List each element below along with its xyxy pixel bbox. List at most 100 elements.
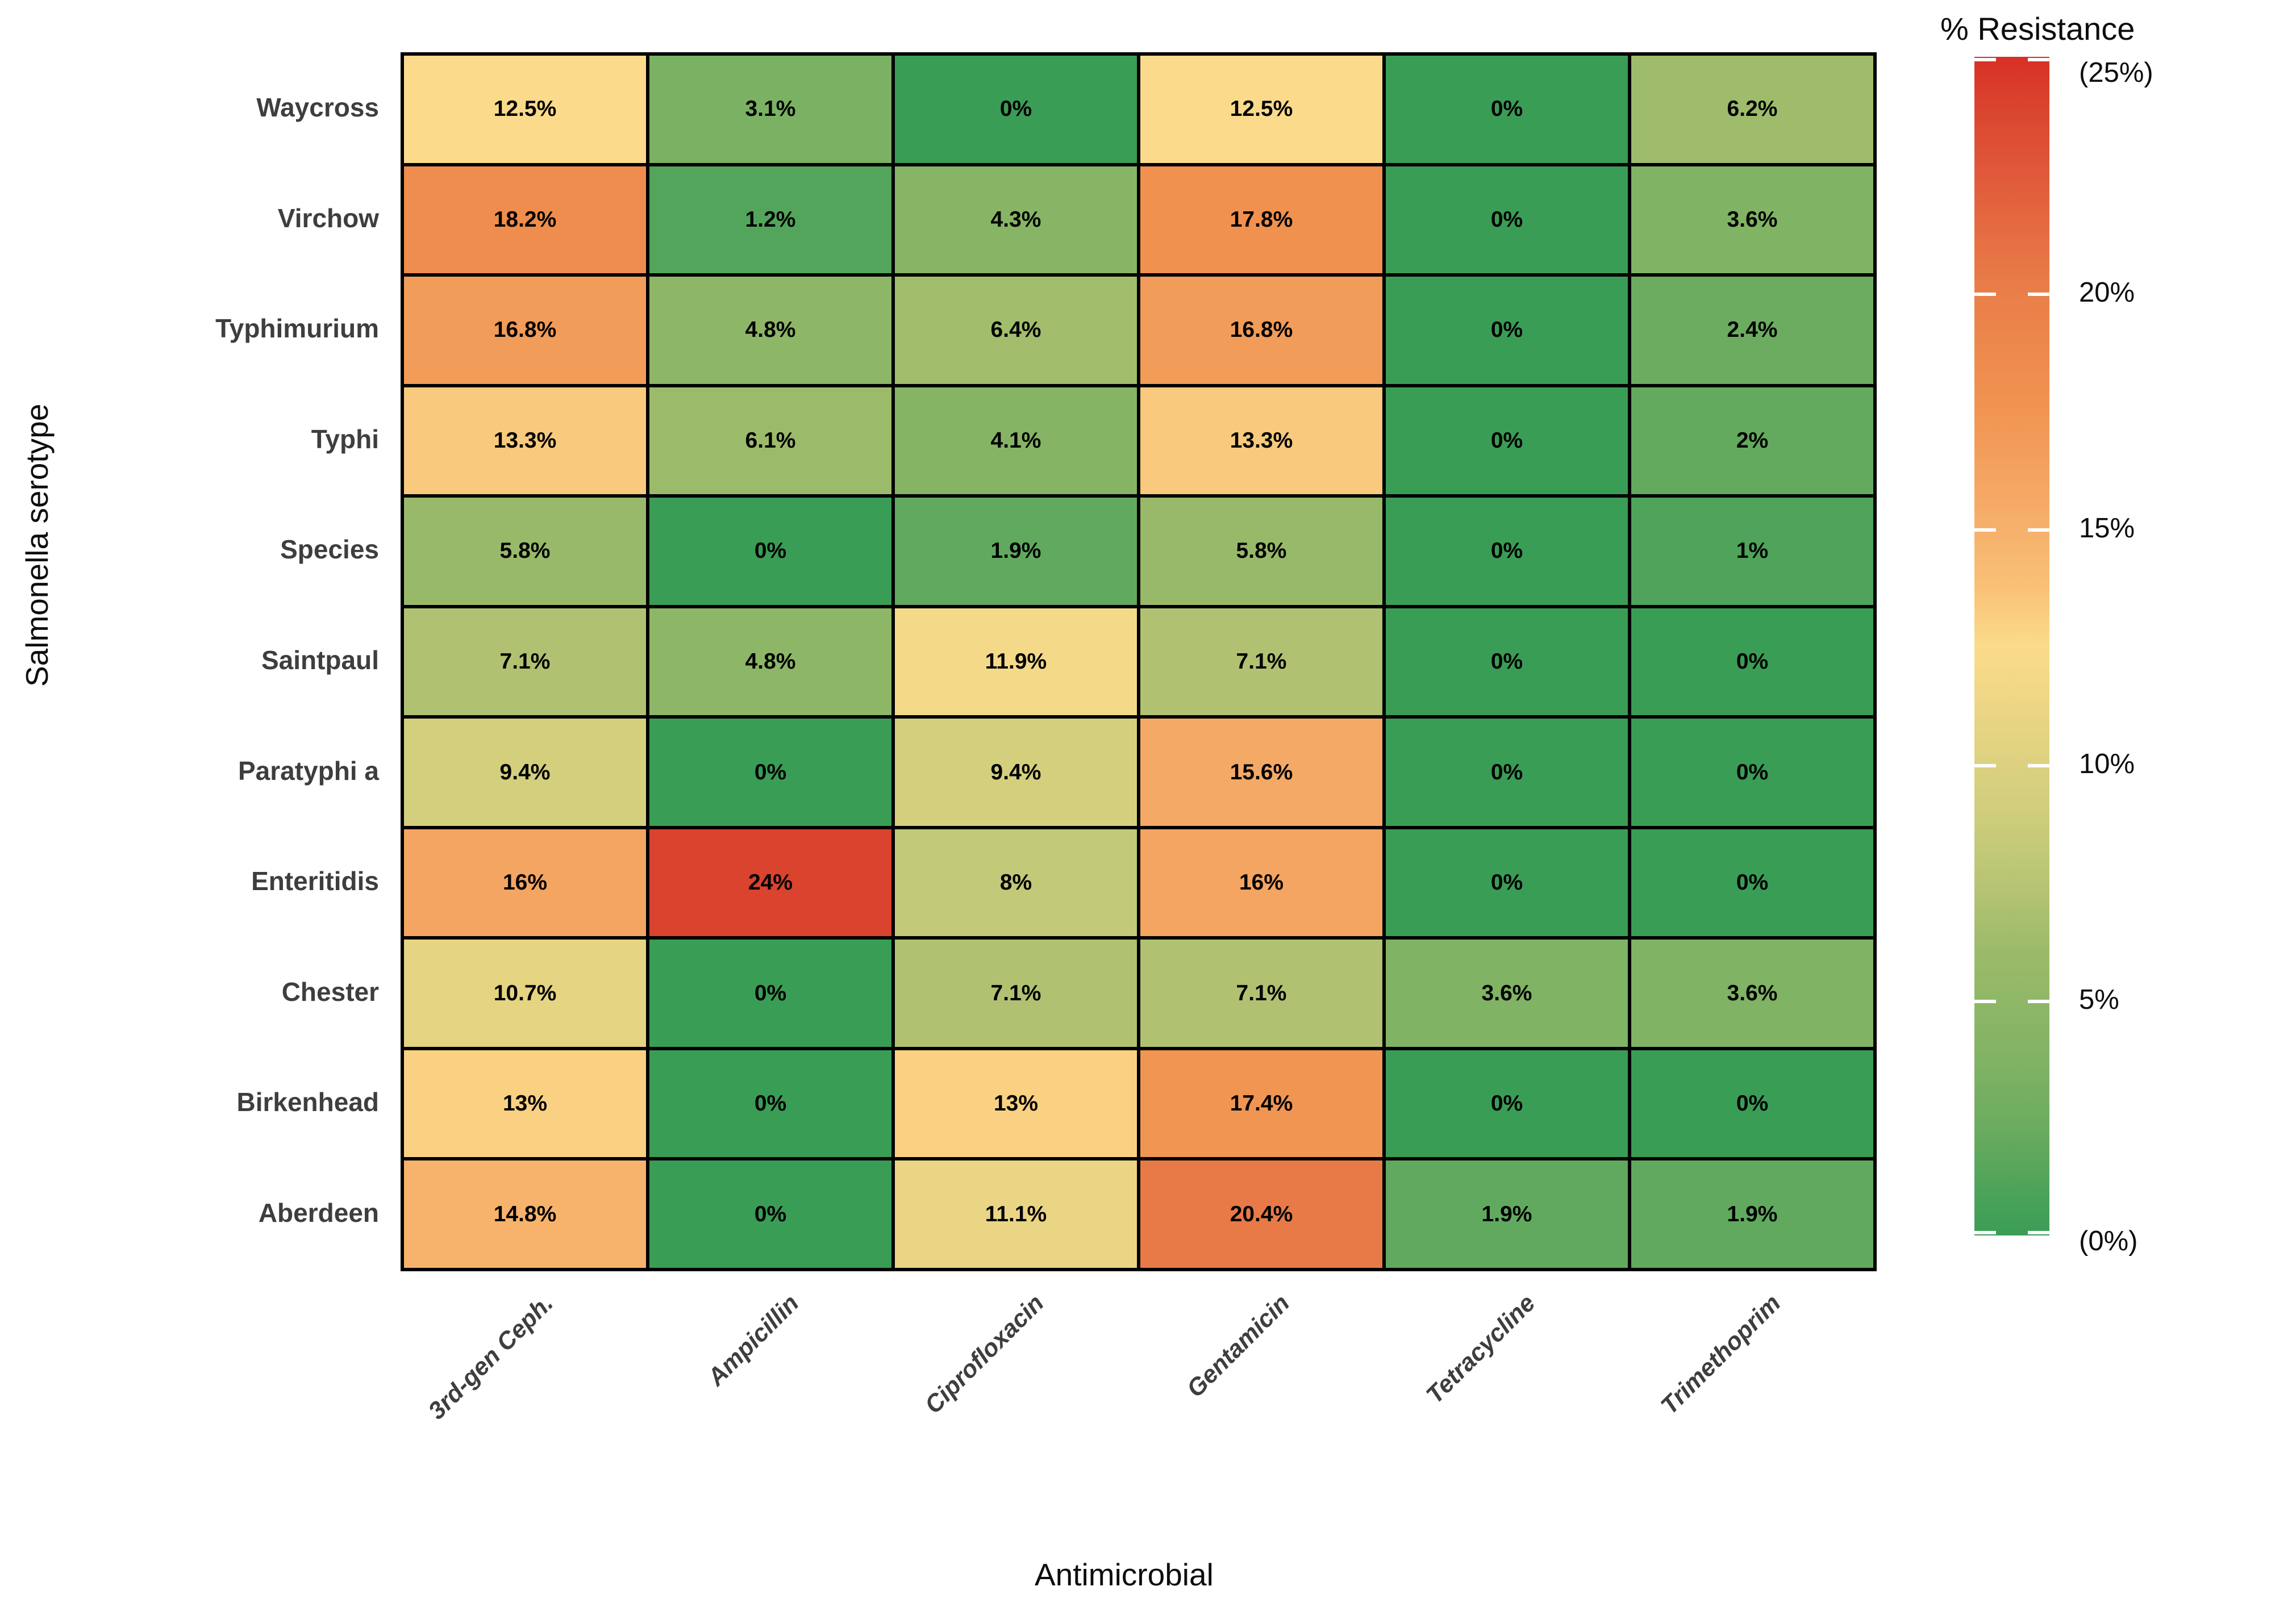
- cell-value-label: 0%: [1736, 759, 1769, 784]
- cell-value-label: 5.8%: [499, 538, 551, 563]
- heatmap-cell: 0%: [1384, 606, 1630, 717]
- cell-value-label: 16%: [1239, 870, 1284, 895]
- heatmap-cell: 3.1%: [648, 54, 893, 165]
- heatmap-cell: 11.1%: [893, 1159, 1139, 1270]
- heatmap-cell: 12.5%: [1139, 54, 1384, 165]
- heatmap-cell: 5.8%: [402, 496, 648, 607]
- heatmap-cell: 2%: [1630, 385, 1875, 496]
- x-axis-tick-label: Tetracycline: [1420, 1289, 1540, 1409]
- cell-value-label: 15.6%: [1230, 759, 1293, 784]
- cell-value-label: 7.1%: [1236, 649, 1287, 674]
- heatmap-cell: 6.1%: [648, 385, 893, 496]
- cell-value-label: 16.8%: [493, 318, 557, 343]
- heatmap-cell: 24%: [648, 827, 893, 938]
- heatmap-cell: 0%: [1384, 827, 1630, 938]
- heatmap-cell: 11.9%: [893, 606, 1139, 717]
- cell-value-label: 0%: [1490, 759, 1523, 784]
- y-axis-tick-label: Waycross: [256, 93, 379, 123]
- y-axis-tick-label: Species: [280, 535, 379, 565]
- cell-value-label: 18.2%: [493, 207, 557, 232]
- heatmap-cell: 17.8%: [1139, 164, 1384, 275]
- legend-tick-label: 20%: [2079, 277, 2135, 308]
- legend-tick-label: (25%): [2079, 57, 2153, 88]
- legend-tick-mark: [1974, 58, 1996, 61]
- y-axis-tick-label: Typhimurium: [215, 314, 379, 344]
- cell-value-label: 3.1%: [745, 97, 796, 122]
- heatmap-cell: 9.4%: [402, 717, 648, 828]
- heatmap-cell: 9.4%: [893, 717, 1139, 828]
- legend-tick-label: 5%: [2079, 984, 2119, 1015]
- y-axis-tick-label: Typhi: [311, 424, 379, 454]
- heatmap-cell: 0%: [1630, 827, 1875, 938]
- heatmap-cell: 18.2%: [402, 164, 648, 275]
- heatmap-cell: 13%: [893, 1048, 1139, 1159]
- cell-value-label: 7.1%: [499, 649, 551, 674]
- heatmap-cell: 4.8%: [648, 606, 893, 717]
- heatmap-cell: 8%: [893, 827, 1139, 938]
- cell-value-label: 0%: [1490, 207, 1523, 232]
- cell-value-label: 1.9%: [1481, 1201, 1532, 1226]
- x-axis-tick-label: Ciprofloxacin: [919, 1289, 1049, 1420]
- heatmap-cell: 4.3%: [893, 164, 1139, 275]
- cell-value-label: 0%: [1490, 97, 1523, 122]
- cell-value-label: 0%: [1490, 649, 1523, 674]
- cell-value-label: 2.4%: [1727, 318, 1778, 343]
- heatmap-cell: 17.4%: [1139, 1048, 1384, 1159]
- heatmap-cell: 0%: [1630, 717, 1875, 828]
- cell-value-label: 8%: [999, 870, 1032, 895]
- heatmap-cell: 1.2%: [648, 164, 893, 275]
- legend-tick-mark: [2028, 764, 2049, 767]
- heatmap-cell: 0%: [1384, 1048, 1630, 1159]
- cell-value-label: 0%: [1490, 1091, 1523, 1116]
- y-axis-tick-label: Enteritidis: [251, 866, 379, 896]
- cell-value-label: 16%: [502, 870, 548, 895]
- heatmap-cell: 2.4%: [1630, 275, 1875, 386]
- legend-tick-mark: [2028, 1000, 2049, 1003]
- heatmap-cell: 0%: [648, 1048, 893, 1159]
- cell-value-label: 0%: [754, 1091, 787, 1116]
- heatmap-cell: 16.8%: [1139, 275, 1384, 386]
- heatmap-cell: 6.2%: [1630, 54, 1875, 165]
- heatmap-cell: 0%: [1384, 275, 1630, 386]
- cell-value-label: 2%: [1736, 428, 1769, 453]
- heatmap-cell: 0%: [1384, 496, 1630, 607]
- cell-value-label: 16.8%: [1230, 318, 1293, 343]
- cell-value-label: 11.9%: [985, 649, 1047, 674]
- cell-value-label: 13.3%: [1230, 428, 1293, 453]
- y-axis-tick-label: Chester: [281, 976, 379, 1007]
- heatmap-cell: 13.3%: [402, 385, 648, 496]
- heatmap-cell: 0%: [648, 938, 893, 1049]
- heatmap-cell: 6.4%: [893, 275, 1139, 386]
- cell-value-label: 11.1%: [985, 1201, 1047, 1226]
- legend-title: % Resistance: [1940, 11, 2135, 47]
- heatmap-cell: 3.6%: [1630, 164, 1875, 275]
- heatmap-cell: 10.7%: [402, 938, 648, 1049]
- cell-value-label: 4.3%: [990, 207, 1041, 232]
- x-axis-tick-label: Ampicillin: [702, 1289, 804, 1392]
- cell-value-label: 4.8%: [745, 318, 796, 343]
- cell-value-label: 20.4%: [1230, 1201, 1293, 1226]
- cell-value-label: 6.4%: [990, 318, 1041, 343]
- legend-tick-mark: [1974, 528, 1996, 532]
- heatmap-cell: 1.9%: [1384, 1159, 1630, 1270]
- heatmap-cell: 7.1%: [1139, 938, 1384, 1049]
- cell-value-label: 0%: [754, 538, 787, 563]
- x-axis-title: Antimicrobial: [1035, 1557, 1214, 1592]
- heatmap-cell: 5.8%: [1139, 496, 1384, 607]
- y-axis-tick-label: Paratyphi a: [238, 755, 379, 786]
- cell-value-label: 9.4%: [499, 759, 551, 784]
- heatmap-cell: 0%: [1384, 385, 1630, 496]
- heatmap-cell: 14.8%: [402, 1159, 648, 1270]
- cell-value-label: 0%: [754, 759, 787, 784]
- cell-value-label: 13%: [993, 1091, 1039, 1116]
- cell-value-label: 0%: [1736, 1091, 1769, 1116]
- cell-value-label: 14.8%: [493, 1201, 557, 1226]
- legend-tick-mark: [2028, 528, 2049, 532]
- y-axis-tick-label: Saintpaul: [261, 645, 379, 675]
- cell-value-label: 0%: [1490, 538, 1523, 563]
- heatmap-cell: 1%: [1630, 496, 1875, 607]
- x-axis-tick-label: Gentamicin: [1181, 1289, 1295, 1403]
- cell-value-label: 0%: [754, 1201, 787, 1226]
- x-axis-tick-label: 3rd-gen Ceph.: [423, 1289, 559, 1425]
